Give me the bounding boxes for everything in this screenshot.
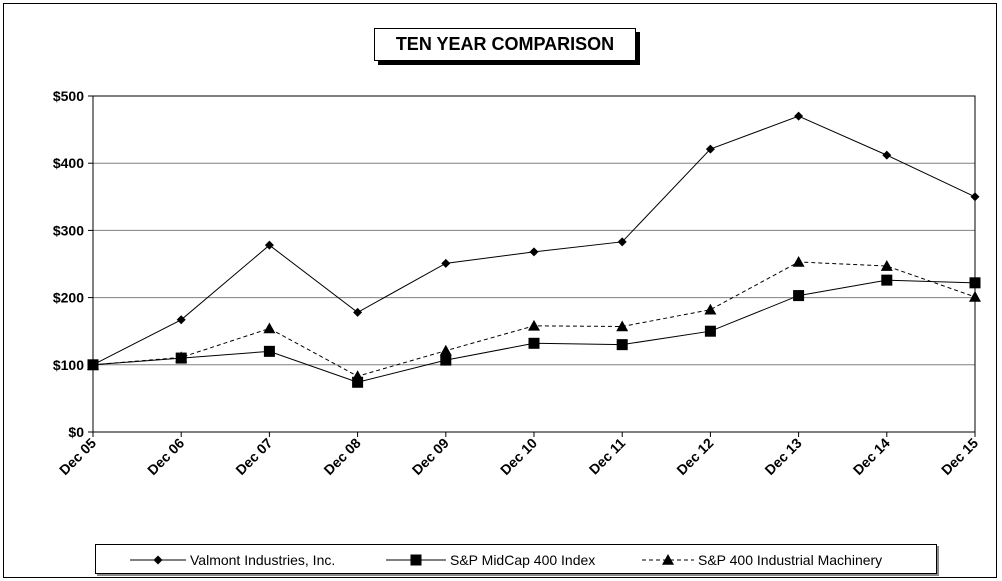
x-tick-label: Dec 07 xyxy=(232,435,275,478)
series-1-point xyxy=(353,307,363,317)
x-tick-label: Dec 15 xyxy=(938,435,981,478)
series-3-point xyxy=(263,322,276,334)
series-3-point xyxy=(704,303,717,315)
series-1-point xyxy=(441,258,451,268)
series-3-point xyxy=(616,320,629,332)
legend-marker-2 xyxy=(410,554,422,566)
series-3-point xyxy=(439,344,452,356)
x-tick-label: Dec 05 xyxy=(56,435,99,478)
y-tick-label: $200 xyxy=(53,290,84,306)
series-1-point xyxy=(794,111,804,121)
x-tick-label: Dec 11 xyxy=(586,435,629,478)
series-3-point xyxy=(528,319,540,331)
series-2-point xyxy=(352,376,364,388)
legend-marker-3 xyxy=(662,554,674,565)
series-3-point xyxy=(87,358,99,370)
x-tick-label: Dec 13 xyxy=(761,435,804,478)
legend-label-3: S&P 400 Industrial Machinery xyxy=(698,552,882,568)
series-3-point xyxy=(351,370,364,382)
series-1-point xyxy=(882,150,892,160)
series-1-point xyxy=(264,240,274,250)
legend-label-2: S&P MidCap 400 Index xyxy=(450,552,595,568)
series-3-point xyxy=(880,260,893,271)
series-1-point xyxy=(176,315,186,325)
chart-title-box: TEN YEAR COMPARISON xyxy=(374,28,636,61)
series-2-point xyxy=(616,339,628,351)
x-tick-label: Dec 09 xyxy=(409,435,452,478)
x-tick-label: Dec 10 xyxy=(497,435,540,478)
chart-frame xyxy=(3,3,997,578)
x-tick-label: Dec 06 xyxy=(144,435,187,478)
y-tick-label: $300 xyxy=(53,222,84,238)
series-2-point xyxy=(440,354,452,366)
y-tick-label: $100 xyxy=(53,357,84,373)
series-1-point xyxy=(617,237,627,247)
series-2-point xyxy=(793,290,805,302)
series-2-point xyxy=(704,325,716,337)
y-tick-label: $400 xyxy=(53,155,84,171)
x-tick-label: Dec 12 xyxy=(673,435,716,478)
series-2-point xyxy=(263,345,275,357)
series-3-point xyxy=(792,255,805,267)
series-3-point xyxy=(175,351,188,363)
legend: Valmont Industries, Inc. S&P MidCap 400 I… xyxy=(95,544,937,574)
legend-svg: Valmont Industries, Inc. S&P MidCap 400 I… xyxy=(130,552,882,568)
x-tick-label: Dec 14 xyxy=(850,435,893,478)
y-tick-label: $0 xyxy=(68,424,84,440)
x-tick-label: Dec 08 xyxy=(320,435,363,478)
legend-label-1: Valmont Industries, Inc. xyxy=(190,552,335,568)
plot-area xyxy=(93,96,975,432)
legend-marker-1 xyxy=(153,555,163,565)
series-2-point xyxy=(528,337,540,349)
series-2-point xyxy=(969,277,981,289)
series-1-point xyxy=(529,247,539,257)
series-3-point xyxy=(969,290,981,302)
chart-title: TEN YEAR COMPARISON xyxy=(395,34,615,54)
series-1-point xyxy=(705,144,715,154)
series-2-point xyxy=(881,274,893,286)
series-1-point xyxy=(970,192,980,202)
y-tick-label: $500 xyxy=(53,88,84,104)
